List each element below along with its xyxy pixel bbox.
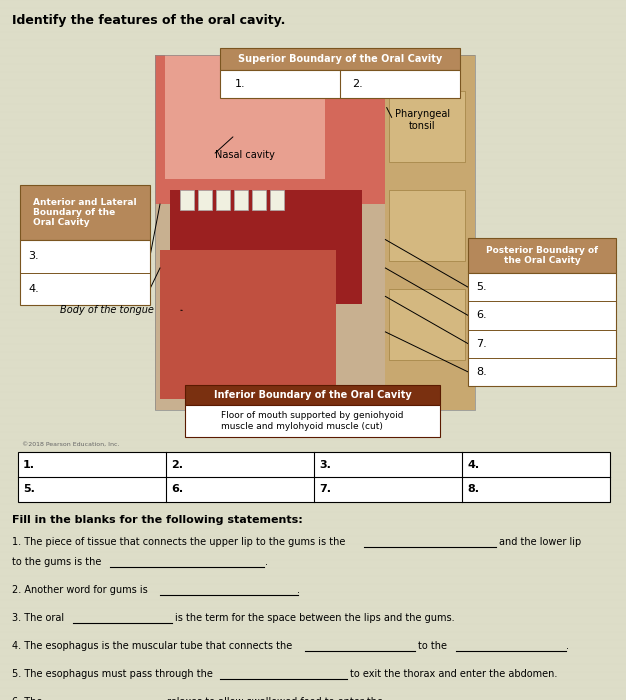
Text: 2. Another word for gums is: 2. Another word for gums is <box>12 585 148 595</box>
Bar <box>216 190 230 210</box>
Text: 6. The: 6. The <box>12 697 43 700</box>
Text: 6.: 6. <box>476 310 486 321</box>
Text: 4. The esophagus is the muscular tube that connects the: 4. The esophagus is the muscular tube th… <box>12 641 292 651</box>
Bar <box>185 405 440 437</box>
Text: 8.: 8. <box>467 484 479 494</box>
Text: relaxes to allow swallowed food to enter the: relaxes to allow swallowed food to enter… <box>167 697 383 700</box>
Text: Floor of mouth supported by geniohyoid
muscle and mylohyoid muscle (cut): Floor of mouth supported by geniohyoid m… <box>221 412 404 430</box>
Text: 4.: 4. <box>467 459 479 470</box>
Bar <box>234 190 248 210</box>
Text: Pharyngeal
tonsil: Pharyngeal tonsil <box>395 109 450 131</box>
Text: to exit the thorax and enter the abdomen.: to exit the thorax and enter the abdomen… <box>349 669 557 679</box>
Text: is the term for the space between the lips and the gums.: is the term for the space between the li… <box>175 613 454 623</box>
Bar <box>160 251 336 399</box>
Bar <box>155 55 386 204</box>
Text: 7.: 7. <box>476 339 487 349</box>
Bar <box>389 289 465 360</box>
Text: Fill in the blanks for the following statements:: Fill in the blanks for the following sta… <box>12 515 303 525</box>
Text: 5.: 5. <box>23 484 35 494</box>
Text: to the gums is the: to the gums is the <box>12 557 101 567</box>
Bar <box>170 190 362 304</box>
Bar <box>220 70 460 98</box>
Bar <box>180 190 194 210</box>
Text: Body of the tongue: Body of the tongue <box>60 305 154 315</box>
Text: Inferior Boundary of the Oral Cavity: Inferior Boundary of the Oral Cavity <box>213 390 411 400</box>
Bar <box>155 55 475 410</box>
Text: .: . <box>265 557 268 567</box>
Bar <box>185 385 440 405</box>
Bar <box>155 55 475 410</box>
Bar <box>198 190 212 210</box>
Text: to the: to the <box>418 641 447 651</box>
Text: 8.: 8. <box>476 367 487 377</box>
Text: Nasal cavity: Nasal cavity <box>215 150 275 160</box>
Text: Superior Boundary of the Oral Cavity: Superior Boundary of the Oral Cavity <box>238 54 442 64</box>
Bar <box>20 185 150 240</box>
Bar <box>252 190 266 210</box>
Bar <box>270 190 284 210</box>
Text: 5.: 5. <box>476 282 486 292</box>
Text: .: . <box>540 697 543 700</box>
Text: .: . <box>566 641 569 651</box>
Text: Anterior and Lateral
Boundary of the
Oral Cavity: Anterior and Lateral Boundary of the Ora… <box>33 197 137 228</box>
Text: 1. The piece of tissue that connects the upper lip to the gums is the: 1. The piece of tissue that connects the… <box>12 537 346 547</box>
Text: .: . <box>297 585 300 595</box>
Text: 7.: 7. <box>319 484 331 494</box>
Bar <box>468 238 616 273</box>
Bar <box>389 190 465 261</box>
Text: 5. The esophagus must pass through the: 5. The esophagus must pass through the <box>12 669 213 679</box>
Text: Posterior Boundary of
the Oral Cavity: Posterior Boundary of the Oral Cavity <box>486 246 598 265</box>
Text: 3. The oral: 3. The oral <box>12 613 64 623</box>
Bar <box>468 273 616 386</box>
Bar <box>18 452 610 502</box>
Bar <box>386 55 475 410</box>
Text: 4.: 4. <box>28 284 39 294</box>
Text: ©2018 Pearson Education, Inc.: ©2018 Pearson Education, Inc. <box>22 442 120 447</box>
Bar <box>20 240 150 305</box>
Text: 1.: 1. <box>235 79 245 89</box>
Text: 3.: 3. <box>28 251 39 261</box>
Text: 1.: 1. <box>23 459 35 470</box>
Bar <box>165 55 325 179</box>
Text: 3.: 3. <box>319 459 331 470</box>
Text: Identify the features of the oral cavity.: Identify the features of the oral cavity… <box>12 14 285 27</box>
Text: 2.: 2. <box>171 459 183 470</box>
Text: 6.: 6. <box>171 484 183 494</box>
Bar <box>389 90 465 162</box>
Text: and the lower lip: and the lower lip <box>499 537 582 547</box>
Bar <box>220 48 460 70</box>
Text: 2.: 2. <box>352 79 362 89</box>
